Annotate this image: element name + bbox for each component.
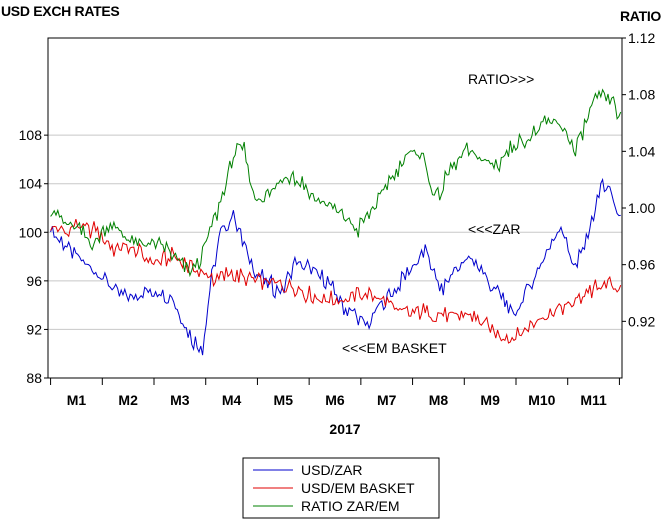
x-tick-label: M4: [222, 392, 242, 408]
right-axis-title: RATIO: [620, 8, 661, 24]
x-tick-label: M9: [480, 392, 500, 408]
annotation-label: RATIO>>>: [468, 71, 534, 87]
legend-label: RATIO ZAR/EM: [301, 498, 400, 514]
legend-label: USD/ZAR: [301, 462, 362, 478]
right-tick-label: 1.04: [628, 143, 655, 159]
x-tick-label: M6: [325, 392, 345, 408]
x-axis-title: 2017: [329, 421, 360, 437]
x-tick-label: M10: [528, 392, 555, 408]
left-tick-label: 96: [26, 273, 42, 289]
legend: USD/ZAR USD/EM BASKET RATIO ZAR/EM: [242, 457, 440, 519]
right-tick-label: 1.12: [628, 30, 655, 46]
right-tick-label: 1.00: [628, 200, 655, 216]
x-tick-label: M5: [274, 392, 294, 408]
x-tick-label: M11: [580, 392, 607, 408]
series-lines: [50, 88, 622, 356]
left-tick-label: 104: [19, 176, 43, 192]
left-tick-label: 88: [26, 370, 42, 386]
annotation-label: <<<ZAR: [468, 221, 521, 237]
x-tick-label: M8: [429, 392, 449, 408]
x-tick-label: M1: [67, 392, 87, 408]
left-tick-label: 92: [26, 321, 42, 337]
right-tick-label: 1.08: [628, 87, 655, 103]
right-tick-label: 0.96: [628, 257, 655, 273]
right-tick-label: 0.92: [628, 313, 655, 329]
series-line: [50, 218, 622, 344]
left-tick-label: 100: [19, 224, 43, 240]
x-tick-label: M3: [170, 392, 190, 408]
x-tick-label: M7: [377, 392, 397, 408]
left-tick-label: 108: [19, 127, 43, 143]
x-tick-label: M2: [118, 392, 138, 408]
annotations: RATIO>>> <<<ZAR <<<EM BASKET: [342, 71, 534, 356]
legend-label: USD/EM BASKET: [301, 480, 415, 496]
axes: 88 92 96 100 104 108 0.92 0.96 1.00 1.04 1.08 1.12 M…: [19, 30, 656, 408]
series-line: [50, 88, 622, 278]
left-axis-title: USD EXCH RATES: [1, 3, 119, 19]
series-line: [50, 177, 621, 356]
annotation-label: <<<EM BASKET: [342, 340, 447, 356]
